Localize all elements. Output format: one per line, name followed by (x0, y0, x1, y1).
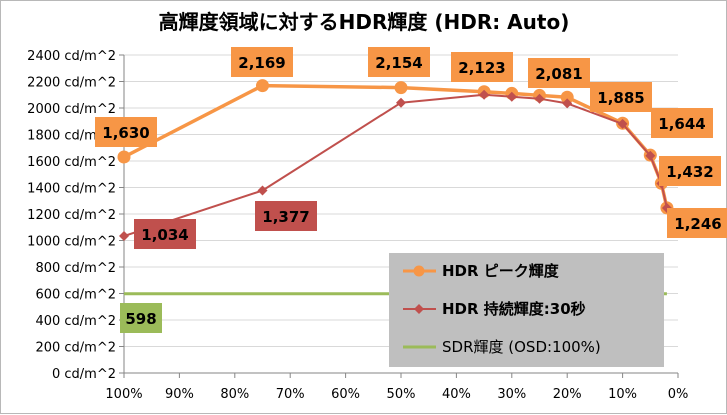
legend-label-sdr: SDR輝度 (OSD:100%) (442, 338, 601, 356)
data-label-box (528, 58, 590, 88)
series-1-point (257, 185, 268, 196)
series-1-point (562, 98, 573, 109)
series-1-point (506, 91, 517, 102)
data-label-box (120, 303, 162, 333)
series-0-point (256, 79, 269, 93)
x-tick-label: 70% (276, 387, 305, 402)
y-tick-label: 2400 cd/m^2 (27, 49, 116, 64)
data-label-box (651, 108, 713, 138)
y-tick-label: 2000 cd/m^2 (27, 102, 116, 117)
x-tick-label: 50% (387, 387, 416, 402)
series-1-point (396, 97, 406, 108)
data-label: 1,034 (141, 226, 188, 244)
legend-label-hdr-sustained: HDR 持続輝度:30秒 (442, 300, 586, 318)
x-tick-label: 40% (442, 387, 471, 402)
y-tick-label: 200 cd/m^2 (35, 341, 116, 356)
legend-marker-hdr-peak (413, 265, 425, 277)
data-label: 1,644 (658, 115, 705, 133)
data-labels: 1,630 2,169 2,154 2,123 2,081 1,885 1,644 1,432… (95, 47, 727, 333)
y-tick-label: 400 cd/m^2 (35, 314, 116, 329)
data-label-box (368, 47, 430, 77)
legend-label-hdr-peak: HDR ピーク輝度 (442, 262, 560, 280)
series-0-line (123, 83, 669, 209)
data-label: 2,081 (535, 65, 582, 83)
series-0-point (117, 150, 131, 164)
x-tick-label: 100% (105, 387, 142, 402)
data-label: 1,630 (102, 124, 149, 142)
x-tick-label: 20% (553, 387, 582, 402)
data-label: 1,377 (262, 208, 309, 226)
y-tick-label: 600 cd/m^2 (35, 288, 116, 303)
y-axis-tick-labels: 0 cd/m^2 200 cd/m^2 400 cd/m^2 600 cd/m^2 80… (27, 49, 116, 382)
data-label: 2,169 (238, 54, 285, 72)
y-tick-label: 1200 cd/m^2 (27, 208, 116, 223)
series-1-point (119, 230, 129, 241)
axes (119, 54, 679, 378)
series-1-point (617, 118, 628, 129)
data-label: 1,246 (674, 215, 721, 233)
data-label-box (659, 156, 721, 186)
x-tick-label: 10% (608, 387, 637, 402)
data-label-box (590, 82, 652, 112)
y-tick-label: 2200 cd/m^2 (27, 76, 116, 91)
data-label-box (134, 219, 196, 249)
y-tick-label: 0 cd/m^2 (52, 367, 116, 382)
data-label: 598 (125, 310, 156, 328)
data-label-box (231, 47, 293, 77)
series-0-point (394, 81, 408, 95)
data-label: 1,432 (666, 163, 713, 181)
x-tick-label: 80% (220, 387, 249, 402)
x-tick-label: 0% (668, 387, 689, 402)
series-0-point (560, 90, 574, 104)
y-tick-label: 1600 cd/m^2 (27, 155, 116, 170)
data-label: 1,885 (597, 89, 644, 107)
data-label: 2,154 (375, 54, 422, 72)
x-tick-label: 90% (165, 387, 194, 402)
series-1-point (479, 89, 490, 100)
x-axis-tick-labels: 100% 90% 80% 70% 60% 50% 40% 30% 20% 10% 0% (105, 387, 688, 402)
data-label-box (95, 117, 157, 147)
y-tick-label: 1800 cd/m^2 (27, 129, 116, 144)
x-tick-label: 30% (497, 387, 526, 402)
chart-title: 高輝度領域に対するHDR輝度 (HDR: Auto) (159, 10, 570, 34)
legend: HDR ピーク輝度 HDR 持続輝度:30秒 SDR輝度 (OSD:100%) (389, 253, 664, 367)
legend-marker-hdr-sustained (414, 304, 424, 314)
y-tick-label: 1400 cd/m^2 (27, 182, 116, 197)
series-1-point (534, 93, 545, 104)
y-tick-label: 800 cd/m^2 (35, 261, 116, 276)
data-label-box (451, 52, 513, 82)
data-label: 2,123 (458, 59, 505, 77)
series-1-point (645, 150, 656, 161)
data-label-box (667, 208, 727, 238)
data-label-box (255, 201, 317, 231)
y-tick-label: 1000 cd/m^2 (27, 235, 116, 250)
x-tick-label: 60% (331, 387, 360, 402)
